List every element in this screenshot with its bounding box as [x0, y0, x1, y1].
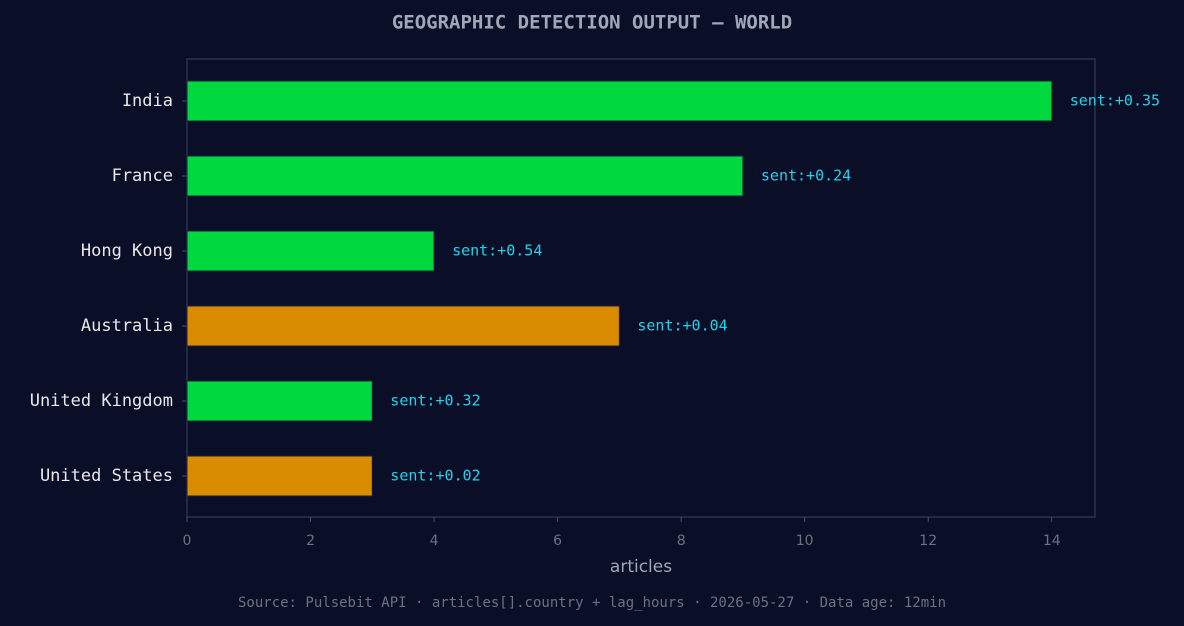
x-axis-label: articles [610, 557, 672, 577]
bar-annotation: sent:+0.35 [1070, 92, 1160, 110]
footer: Source: Pulsebit API · articles[].countr… [238, 595, 946, 611]
bar-annotation: sent:+0.02 [390, 467, 480, 485]
x-tick-label: 8 [677, 533, 686, 549]
x-tick-label: 14 [1043, 533, 1061, 549]
y-tick-label: United States [40, 466, 173, 486]
y-tick-label: France [112, 166, 173, 186]
y-tick-label: Australia [81, 316, 173, 336]
x-tick-label: 6 [553, 533, 562, 549]
bar-annotation: sent:+0.04 [637, 317, 727, 335]
x-tick-label: 12 [919, 533, 937, 549]
y-tick-label: Hong Kong [81, 241, 173, 261]
bar [186, 305, 620, 347]
bar-annotation: sent:+0.54 [452, 242, 542, 260]
bar [186, 455, 373, 497]
x-tick-label: 4 [430, 533, 439, 549]
y-tick-label: United Kingdom [30, 391, 173, 411]
bar-annotation: sent:+0.24 [761, 167, 851, 185]
x-tick-label: 2 [306, 533, 315, 549]
bar [186, 80, 1053, 122]
y-tick-label: India [122, 91, 173, 111]
x-tick-label: 10 [796, 533, 814, 549]
bar [186, 155, 744, 197]
chart-title: GEOGRAPHIC DETECTION OUTPUT — WORLD [392, 12, 792, 34]
bar-annotation: sent:+0.32 [390, 392, 480, 410]
x-tick-label: 0 [183, 533, 192, 549]
bar [186, 380, 373, 422]
bar [186, 230, 435, 272]
plot-frame [186, 58, 1096, 518]
